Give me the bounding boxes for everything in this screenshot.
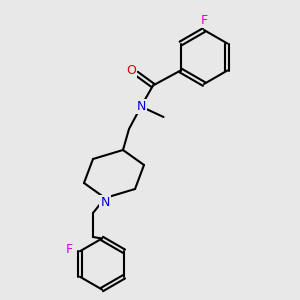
Text: N: N	[100, 196, 110, 209]
Text: O: O	[126, 64, 136, 77]
Text: F: F	[66, 243, 73, 256]
Text: N: N	[136, 100, 146, 113]
Text: F: F	[200, 14, 208, 27]
